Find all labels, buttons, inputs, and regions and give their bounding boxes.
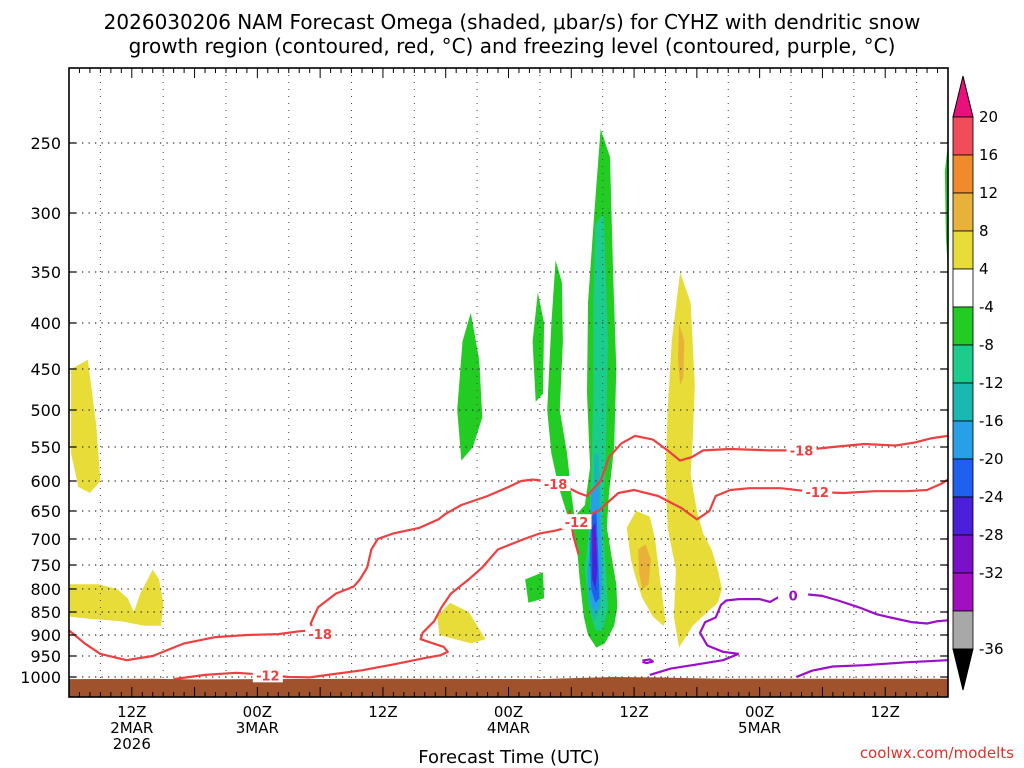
colorbar-swatch	[952, 154, 974, 194]
colorbar-label: -16	[979, 412, 1004, 430]
freezing-level-label-bg	[778, 587, 809, 603]
freezing-level-contour	[642, 658, 655, 665]
x-tick-label: 12Z	[871, 703, 900, 721]
y-tick-label: 500	[30, 401, 61, 420]
colorbar-swatch	[952, 268, 974, 308]
y-tick-label: 400	[30, 314, 61, 333]
y-tick-label: 750	[30, 556, 61, 575]
x-tick-label: 2026	[113, 735, 151, 753]
dgz-contour-label: -12	[805, 486, 829, 501]
dgz-contour-label-bg	[252, 667, 283, 683]
x-tick-label: 00Z	[745, 703, 774, 721]
x-tick-label: 3MAR	[236, 719, 279, 737]
dgz-contour-label-bg	[786, 442, 817, 458]
x-tick-label: 00Z	[494, 703, 523, 721]
chart-title-line1: 2026030206 NAM Forecast Omega (shaded, μ…	[104, 10, 921, 34]
dgz-contour-line	[69, 629, 310, 662]
colorbar-label: 20	[979, 108, 998, 126]
x-tick-label: 5MAR	[738, 719, 781, 737]
y-tick-label: 800	[30, 580, 61, 599]
x-tick-label: 12Z	[368, 703, 397, 721]
colorbar-swatch	[952, 496, 974, 536]
colorbar-label: -32	[979, 564, 1004, 582]
omega-region-pos4	[71, 359, 101, 493]
x-tick-label: 2MAR	[110, 719, 153, 737]
omega-region-pos4	[70, 569, 164, 626]
y-tick-label: 950	[30, 647, 61, 666]
colorbar-label: 8	[979, 222, 989, 240]
y-tick-label: 550	[30, 438, 61, 457]
colorbar-swatch	[952, 344, 974, 384]
colorbar-label: -28	[979, 526, 1004, 544]
y-tick-label: 900	[30, 626, 61, 645]
colorbar-label: -24	[979, 488, 1004, 506]
plot-area: -18 -12 -18 -12 -18 -12 0 250 300 350 400 450 500 550…	[20, 67, 949, 753]
colorbar-label: 12	[979, 184, 998, 202]
y-tick-label: 600	[30, 472, 61, 491]
colorbar-label: -4	[979, 298, 994, 316]
colorbar-swatch	[952, 534, 974, 574]
dgz-contour-label: -12	[565, 516, 589, 531]
dgz-contour-label: -18	[544, 478, 568, 493]
dgz-contour-label: -18	[308, 628, 332, 643]
omega-region-pos8	[678, 323, 685, 386]
colorbar-swatch	[952, 458, 974, 498]
omega-region-neg28	[592, 527, 596, 560]
y-tick-label: 250	[30, 134, 61, 153]
y-tick-label: 700	[30, 530, 61, 549]
freezing-level-contour	[795, 659, 948, 679]
dgz-contour-label: -12	[256, 669, 280, 684]
dgz-contour-label-bg	[561, 514, 592, 530]
colorbar-swatch	[952, 382, 974, 422]
dgz-contour-label-bg	[540, 476, 571, 491]
x-tick-label: 4MAR	[487, 719, 530, 737]
colorbar-top-arrow	[952, 75, 974, 118]
colorbar-label: -8	[979, 336, 994, 354]
colorbar-label: -12	[979, 374, 1004, 392]
dgz-contour-label-bg	[802, 483, 833, 499]
y-tick-label: 1000	[20, 668, 61, 687]
omega-region-neg4	[532, 292, 545, 402]
x-tick-label: 12Z	[117, 703, 146, 721]
colorbar-swatch	[952, 306, 974, 346]
y-tick-label: 650	[30, 502, 61, 521]
x-tick-label: 00Z	[243, 703, 272, 721]
colorbar-bottom-arrow	[952, 648, 974, 691]
chart-title-line2: growth region (contoured, red, °C) and f…	[129, 34, 896, 58]
dgz-contour-label-bg	[305, 626, 336, 642]
omega-region-pos8	[638, 544, 651, 589]
colorbar-swatch	[952, 610, 974, 650]
omega-region-pos4	[437, 602, 486, 644]
colorbar-swatch	[952, 572, 974, 612]
x-axis-label: Forecast Time (UTC)	[418, 747, 599, 768]
y-tick-label: 850	[30, 603, 61, 622]
colorbar-swatch	[952, 192, 974, 232]
colorbar-swatch	[952, 230, 974, 270]
colorbar: 20 16 12 8 4 -4 -8 -12 -16 -20 -24 -28 -32 -36	[952, 75, 1004, 691]
omega-region-neg4	[525, 572, 545, 603]
omega-region-neg4	[457, 312, 483, 461]
dgz-contour-line	[173, 478, 948, 681]
freezing-level-label: 0	[789, 589, 798, 604]
freezing-level-contour	[649, 652, 740, 676]
credit-text: coolwx.com/modelts	[860, 744, 1014, 762]
dgz-contour-label: -18	[790, 444, 814, 459]
colorbar-label: -36	[979, 640, 1004, 658]
y-tick-label: 450	[30, 360, 61, 379]
colorbar-swatch	[952, 116, 974, 156]
colorbar-label: 4	[979, 260, 989, 278]
colorbar-label: -20	[979, 450, 1004, 468]
x-tick-label: 12Z	[619, 703, 648, 721]
y-tick-label: 350	[30, 263, 61, 282]
colorbar-label: 16	[979, 146, 998, 164]
plot-background	[69, 68, 948, 697]
colorbar-swatch	[952, 420, 974, 460]
y-tick-label: 300	[30, 204, 61, 223]
